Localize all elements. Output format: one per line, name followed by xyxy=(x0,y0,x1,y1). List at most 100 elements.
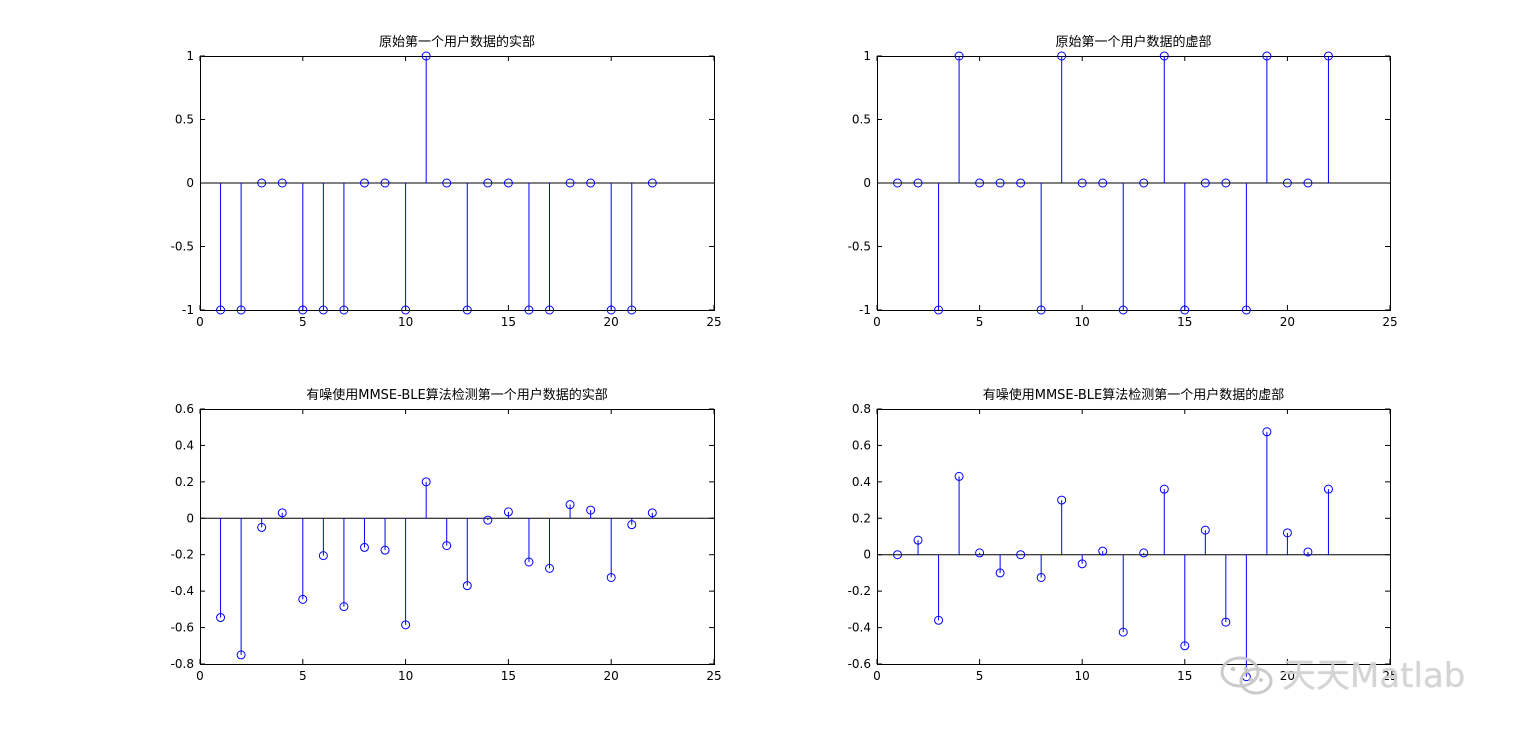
plot-4: 有噪使用MMSE-BLE算法检测第一个用户数据的虚部 0 5 10 15 20 25 -0.6… xyxy=(848,387,1398,683)
stem-marker xyxy=(442,178,452,188)
y-tick-label: 0.6 xyxy=(175,402,194,416)
stem-marker xyxy=(524,557,534,567)
y-tick-label: -0.2 xyxy=(171,548,194,562)
stem-marker xyxy=(462,581,472,591)
x-tick-label: 5 xyxy=(976,315,984,329)
stem-marker xyxy=(257,522,267,532)
x-tick-label: 25 xyxy=(706,315,721,329)
x-tick-label: 5 xyxy=(976,669,984,683)
stem-marker xyxy=(462,305,472,315)
stem-marker xyxy=(216,613,226,623)
y-tick-label: 1 xyxy=(863,49,871,63)
x-tick-label: 0 xyxy=(196,669,204,683)
stem-marker xyxy=(318,551,328,561)
y-tick-label: 0 xyxy=(863,176,871,190)
y-tick-label: 0 xyxy=(863,548,871,562)
stem-marker xyxy=(1180,641,1190,651)
y-tick-label: -0.6 xyxy=(848,657,871,671)
stem-marker xyxy=(893,550,903,560)
stem-marker xyxy=(1077,559,1087,569)
stem-marker xyxy=(1098,546,1108,556)
y-tick-label: 1 xyxy=(186,49,194,63)
stem-marker xyxy=(1262,427,1272,437)
y-tick-label: 0.4 xyxy=(852,475,871,489)
stem-marker xyxy=(975,548,985,558)
stem-marker xyxy=(1036,572,1046,582)
x-tick-label: 20 xyxy=(604,315,619,329)
y-tick-label: -1 xyxy=(859,303,871,317)
axes-box xyxy=(200,409,715,665)
stem-marker xyxy=(606,305,616,315)
stem-marker xyxy=(216,305,226,315)
stem-marker xyxy=(1323,51,1333,61)
stem-marker xyxy=(565,500,575,510)
stem-marker xyxy=(934,305,944,315)
stem-marker xyxy=(421,477,431,487)
x-tick-label: 20 xyxy=(604,669,619,683)
plot-2: 原始第一个用户数据的虚部 0 5 10 15 20 25 -1 -0.5 0 0.5 1 xyxy=(848,34,1398,329)
stem-marker xyxy=(975,178,985,188)
stem-marker xyxy=(236,305,246,315)
stem-marker xyxy=(524,305,534,315)
stem-marker xyxy=(1262,51,1272,61)
x-tick-label: 15 xyxy=(501,669,516,683)
stem-marker xyxy=(1159,51,1169,61)
stem-marker xyxy=(934,615,944,625)
stem-marker xyxy=(359,178,369,188)
stem-marker xyxy=(1016,178,1026,188)
stem-marker xyxy=(380,545,390,555)
y-tick-label: -1 xyxy=(182,303,194,317)
x-tick-label: 0 xyxy=(873,669,881,683)
y-tick-label: 0.5 xyxy=(852,113,871,127)
stem-marker xyxy=(586,505,596,515)
stem-marker xyxy=(401,620,411,630)
stem-marker xyxy=(339,602,349,612)
stem-marker xyxy=(995,568,1005,578)
stem-marker xyxy=(647,178,657,188)
stem-marker xyxy=(339,305,349,315)
stem-marker xyxy=(913,535,923,545)
x-tick-label: 10 xyxy=(1075,315,1090,329)
stem-marker xyxy=(565,178,575,188)
x-tick-label: 15 xyxy=(1177,669,1192,683)
stem-marker xyxy=(1282,528,1292,538)
x-tick-label: 5 xyxy=(299,315,307,329)
x-tick-label: 10 xyxy=(398,315,413,329)
stem-marker xyxy=(1323,484,1333,494)
stem-marker xyxy=(503,178,513,188)
x-tick-label: 5 xyxy=(299,669,307,683)
stem-marker xyxy=(236,650,246,660)
stem-marker xyxy=(1118,627,1128,637)
stem-marker xyxy=(277,178,287,188)
y-tick-label: 0.2 xyxy=(175,475,194,489)
stem-marker xyxy=(380,178,390,188)
stem-marker xyxy=(483,178,493,188)
y-tick-label: -0.8 xyxy=(171,657,194,671)
y-tick-label: 0 xyxy=(186,176,194,190)
x-tick-label: 25 xyxy=(1382,315,1397,329)
stem-marker xyxy=(1303,178,1313,188)
x-tick-label: 25 xyxy=(706,669,721,683)
stem-marker xyxy=(401,305,411,315)
y-tick-label: -0.5 xyxy=(171,240,194,254)
stem-marker xyxy=(1016,550,1026,560)
stem-marker xyxy=(359,542,369,552)
stem-marker xyxy=(586,178,596,188)
axes-box xyxy=(877,409,1391,665)
x-tick-label: 15 xyxy=(1177,315,1192,329)
x-tick-label: 20 xyxy=(1280,669,1295,683)
stem-marker xyxy=(954,471,964,481)
stem-marker xyxy=(1057,495,1067,505)
stem-marker xyxy=(1057,51,1067,61)
y-tick-label: -0.4 xyxy=(171,584,194,598)
y-tick-label: 0.4 xyxy=(175,438,194,452)
stem-marker xyxy=(893,178,903,188)
stem-marker xyxy=(1077,178,1087,188)
stem-marker xyxy=(1159,484,1169,494)
stem-marker xyxy=(298,594,308,604)
stem-marker xyxy=(913,178,923,188)
stem-marker xyxy=(1036,305,1046,315)
stem-marker xyxy=(627,520,637,530)
stem-marker xyxy=(1180,305,1190,315)
